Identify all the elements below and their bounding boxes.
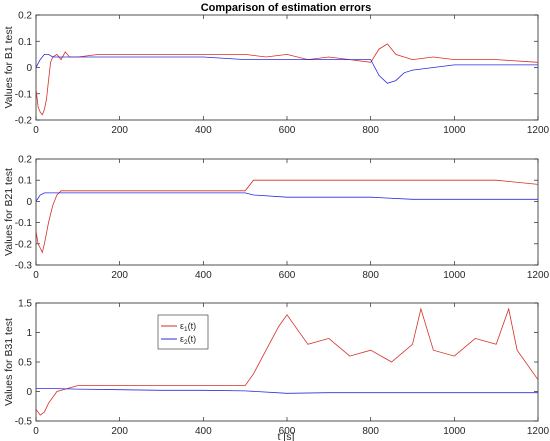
y-tick-label: 0.5: [18, 358, 32, 369]
y-tick-label: -0.5: [15, 417, 33, 428]
series-line-2: [36, 388, 538, 394]
x-tick-label: 200: [111, 270, 128, 281]
y-tick-label: 0.2: [18, 155, 32, 166]
y-tick-label: 0: [26, 197, 32, 208]
y-tick-label: 1.5: [18, 299, 32, 310]
plot-frame: [35, 302, 539, 422]
axes-container: 0 200 400 600 800 1000 1200-0.2-0.100.10.2Valu…: [3, 11, 550, 438]
legend: ε1(t)ε2(t): [157, 314, 209, 350]
y-tick-label: -0.2: [15, 116, 33, 127]
x-tick-label: 800: [362, 270, 379, 281]
x-tick-label: 200: [111, 125, 128, 136]
y-tick-label: 0.2: [18, 11, 32, 22]
x-tick-label: 1200: [527, 125, 550, 136]
x-axis-label: t [s]: [278, 431, 295, 441]
series-line-1: [36, 307, 538, 416]
series-line-1: [36, 43, 538, 116]
y-axis-label: Values for B21 test: [3, 168, 15, 256]
series-line-1: [36, 179, 538, 254]
x-tick-label: 0: [33, 426, 39, 437]
x-tick-label: 400: [195, 270, 212, 281]
x-tick-label: 1000: [443, 125, 466, 136]
x-tick-label: 200: [111, 426, 128, 437]
plot-frame: [35, 14, 539, 121]
y-axis-label: Values for B1 test: [3, 26, 15, 108]
y-tick-label: -0.2: [15, 239, 33, 250]
x-tick-label: 400: [195, 426, 212, 437]
x-tick-label: 1000: [443, 270, 466, 281]
chart-panel-2: 0 200 400 600 800 1000 1200 -0.3 -0.2 -0.1 0 0.1 0.2…: [3, 155, 550, 282]
figure-title: Comparison of estimation errors: [201, 2, 372, 14]
x-tick-label: 0: [33, 270, 39, 281]
x-tick-label: 400: [195, 125, 212, 136]
y-tick-label: 0.1: [18, 176, 32, 187]
x-tick-label: 1200: [527, 270, 550, 281]
series-line-2: [36, 192, 538, 202]
y-tick-label: -0.3: [15, 261, 33, 272]
y-tick-label: 0: [26, 387, 32, 398]
y-tick-label: 1: [26, 328, 32, 339]
legend-label: ε2(t): [180, 334, 196, 346]
y-tick-label: 0.1: [18, 37, 32, 48]
x-tick-label: 600: [279, 426, 296, 437]
y-tick-label: 0: [26, 63, 32, 74]
x-tick-label: 0: [33, 125, 39, 136]
plot-frame: [35, 158, 539, 266]
y-axis-label: Values for B31 test: [3, 318, 15, 406]
chart-panel-1: 0 200 400 600 800 1000 1200 -0.2 -0.1 0 0.1 0.2Valu…: [3, 11, 550, 137]
series-line-2: [36, 54, 538, 84]
x-tick-label: 800: [362, 426, 379, 437]
legend-label: ε1(t): [180, 321, 196, 333]
y-tick-label: -0.1: [15, 218, 33, 229]
chart-panel-3: 0 200 400 600 800 1000 1200-0.500.511.5Values …: [3, 299, 550, 438]
x-tick-label: 800: [362, 125, 379, 136]
legend-box: [157, 314, 209, 350]
x-tick-label: 600: [279, 270, 296, 281]
y-tick-label: -0.1: [15, 89, 33, 100]
x-tick-label: 600: [279, 125, 296, 136]
x-tick-label: 1000: [443, 426, 466, 437]
x-tick-label: 1200: [527, 426, 550, 437]
